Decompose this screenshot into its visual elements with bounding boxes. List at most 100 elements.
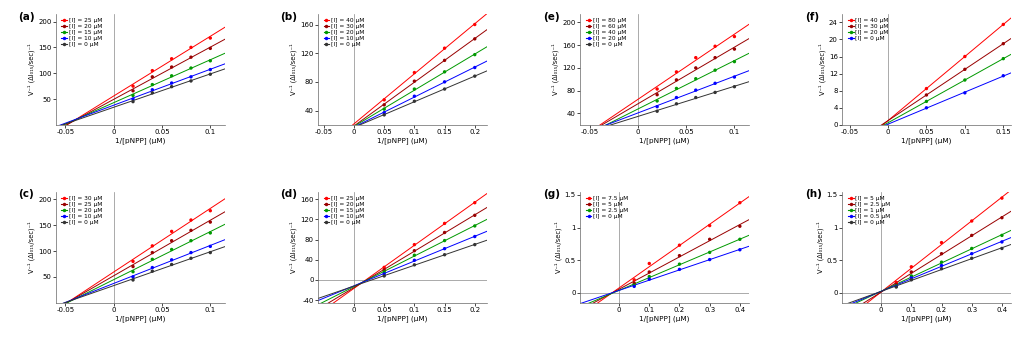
X-axis label: 1/[pNPP] (μM): 1/[pNPP] (μM) (377, 315, 427, 322)
Point (376, 97, 392, 103)
Point (144, 250, 160, 255)
Point (376, 110, 392, 116)
Legend: [I] = 80 μM, [I] = 60 μM, [I] = 40 μM, [I] = 20 μM, [I] = 0 μM: [I] = 80 μM, [I] = 60 μM, [I] = 40 μM, [… (585, 17, 628, 49)
Point (626, 280, 642, 286)
Point (467, 234, 483, 239)
Point (467, 223, 483, 229)
Point (406, 94, 422, 99)
Point (933, 266, 949, 271)
Point (641, 269, 657, 275)
Point (183, 256, 200, 261)
Point (437, 79, 453, 85)
Legend: [I] = 25 μM, [I] = 20 μM, [I] = 15 μM, [I] = 10 μM, [I] = 0 μM: [I] = 25 μM, [I] = 20 μM, [I] = 15 μM, [… (61, 17, 103, 49)
Point (163, 262, 179, 267)
Point (956, 67, 972, 72)
X-axis label: 1/[pNPP] (μM): 1/[pNPP] (μM) (902, 315, 951, 322)
Point (144, 74, 160, 79)
Point (406, 70, 422, 75)
Text: (c): (c) (18, 189, 34, 200)
Point (688, 55, 704, 61)
Point (726, 84, 743, 89)
Point (203, 46, 219, 51)
Point (203, 58, 219, 64)
Point (437, 69, 453, 75)
Point (376, 106, 392, 112)
Point (995, 73, 1011, 78)
Point (467, 36, 483, 42)
Point (183, 250, 200, 255)
Point (203, 230, 219, 236)
Point (467, 213, 483, 218)
Point (933, 259, 949, 265)
Point (376, 102, 392, 108)
Point (995, 41, 1011, 46)
Legend: [I] = 25 μM, [I] = 20 μM, [I] = 15 μM, [I] = 10 μM, [I] = 0 μM: [I] = 25 μM, [I] = 20 μM, [I] = 15 μM, [… (322, 194, 366, 226)
Y-axis label: V⁻¹ (ΔI₀₁₅/sec)⁻¹: V⁻¹ (ΔI₀₁₅/sec)⁻¹ (27, 44, 35, 95)
Point (376, 267, 392, 273)
Point (467, 65, 483, 70)
Point (888, 283, 905, 289)
Point (467, 52, 483, 57)
Point (904, 277, 920, 282)
Point (707, 90, 723, 95)
Point (125, 83, 141, 89)
Point (731, 224, 748, 229)
Point (183, 78, 200, 84)
Point (707, 67, 723, 73)
Point (406, 86, 422, 92)
Point (726, 46, 743, 52)
Point (672, 243, 688, 248)
Point (437, 86, 453, 92)
Legend: [I] = 40 μM, [I] = 30 μM, [I] = 20 μM, [I] = 0 μM: [I] = 40 μM, [I] = 30 μM, [I] = 20 μM, [… (847, 17, 889, 43)
Point (125, 99, 141, 104)
Point (163, 80, 179, 86)
Point (963, 218, 980, 224)
Point (994, 239, 1010, 245)
Point (467, 73, 483, 79)
Point (919, 99, 935, 104)
Point (995, 22, 1011, 27)
Point (669, 69, 685, 75)
Point (144, 257, 160, 262)
Point (626, 283, 642, 289)
Point (183, 217, 200, 223)
Point (702, 223, 718, 228)
Point (649, 98, 666, 104)
Point (688, 87, 704, 93)
Point (183, 54, 200, 60)
Point (125, 259, 141, 264)
Point (376, 269, 392, 275)
Text: (h): (h) (804, 189, 822, 200)
Point (956, 90, 972, 96)
Point (726, 34, 743, 39)
Point (406, 78, 422, 84)
Point (125, 96, 141, 102)
Point (672, 267, 688, 272)
Legend: [I] = 40 μM, [I] = 30 μM, [I] = 20 μM, [I] = 10 μM, [I] = 0 μM: [I] = 40 μM, [I] = 30 μM, [I] = 20 μM, [… (322, 17, 366, 49)
Point (376, 265, 392, 270)
X-axis label: 1/[pNPP] (μM): 1/[pNPP] (μM) (639, 315, 690, 322)
Point (183, 238, 200, 244)
Point (125, 88, 141, 94)
Point (888, 282, 905, 287)
Point (726, 59, 743, 64)
Point (963, 246, 980, 251)
Point (919, 86, 935, 91)
Point (406, 98, 422, 104)
Point (919, 105, 935, 110)
Point (649, 86, 666, 92)
Point (437, 246, 453, 251)
Point (731, 237, 748, 242)
X-axis label: 1/[pNPP] (μM): 1/[pNPP] (μM) (115, 315, 165, 322)
Point (995, 56, 1011, 61)
Point (163, 257, 179, 262)
Point (406, 258, 422, 263)
Point (183, 45, 200, 50)
Point (437, 230, 453, 235)
Point (888, 280, 905, 285)
Y-axis label: V⁻¹ (ΔI₀₁₅/sec)⁻¹: V⁻¹ (ΔI₀₁₅/sec)⁻¹ (27, 221, 35, 273)
Point (731, 247, 748, 252)
Point (888, 284, 905, 290)
Point (203, 244, 219, 249)
Point (641, 277, 657, 282)
